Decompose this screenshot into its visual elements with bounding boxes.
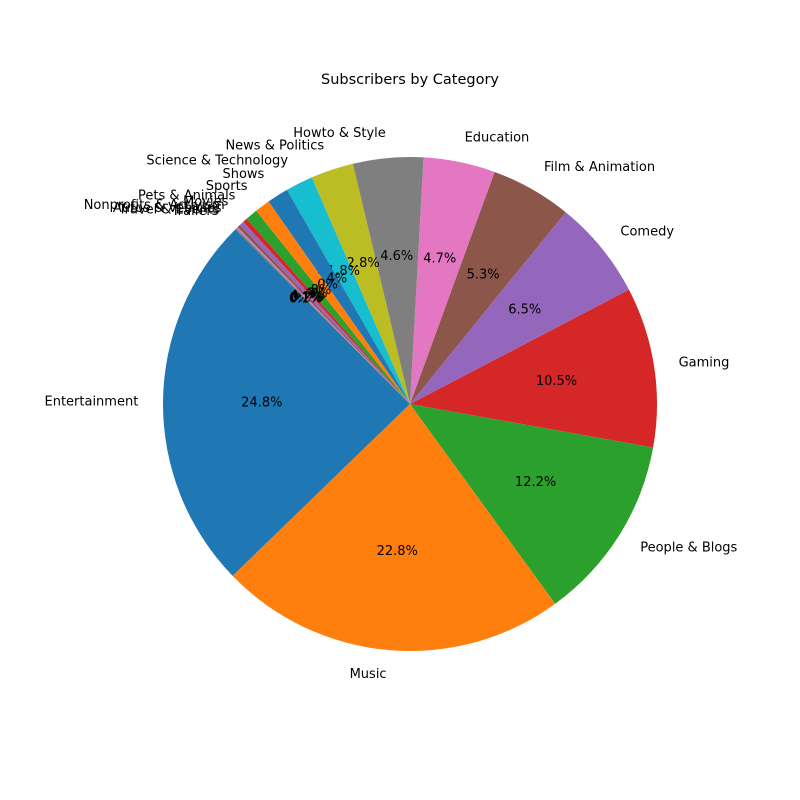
slice-label-music: Music — [350, 667, 387, 682]
slice-label-movies: Movies — [183, 194, 228, 209]
slice-comedy — [410, 212, 629, 404]
slice-movies — [243, 218, 410, 404]
slice-label-comedy: Comedy — [620, 225, 674, 240]
slice-howto-style — [352, 156, 424, 404]
slice-pct-people-blogs: 12.2% — [515, 475, 556, 490]
slice-pct-film-animation: 5.3% — [467, 268, 500, 283]
slice-pct-trailers: 0.1% — [289, 291, 322, 306]
slice-news-politics — [311, 163, 410, 404]
slice-label-nonprofits-activism: Nonprofits & Activism — [84, 198, 225, 213]
slice-sports — [256, 201, 410, 404]
slice-trailers — [235, 228, 410, 404]
slice-label-entertainment: Entertainment — [44, 394, 138, 409]
slice-label-science-technology: Science & Technology — [146, 154, 288, 169]
slice-label-travel-events: Travel & Events — [118, 203, 220, 218]
chart-title: Subscribers by Category — [321, 72, 499, 88]
slice-label-news-politics: News & Politics — [225, 139, 324, 154]
slice-pct-travel-events: 0.1% — [290, 291, 323, 306]
slice-label-gaming: Gaming — [679, 355, 730, 370]
slice-travel-events — [236, 227, 410, 404]
slice-label-shows: Shows — [222, 167, 264, 182]
slice-pct-comedy: 6.5% — [508, 303, 541, 318]
slice-label-pets-animals: Pets & Animals — [138, 188, 236, 203]
slice-nonprofits-activism — [239, 221, 410, 404]
slice-label-film-animation: Film & Animation — [544, 160, 655, 175]
slice-music — [232, 404, 556, 651]
slice-pct-news-politics: 2.8% — [347, 256, 380, 271]
slice-pct-gaming: 10.5% — [536, 374, 577, 389]
slice-film-animation — [410, 171, 566, 404]
slice-science-technology — [286, 177, 410, 404]
slice-pct-entertainment: 24.8% — [241, 395, 282, 410]
slice-label-howto-style: Howto & Style — [293, 126, 385, 141]
slice-entertainment — [162, 229, 410, 576]
slice-autos-vehicles — [237, 225, 410, 404]
slice-label-autos-vehicles: Autos & Vehicles — [113, 201, 222, 216]
slice-pct-music: 22.8% — [377, 544, 418, 559]
slice-shows — [268, 189, 410, 404]
slice-pct-howto-style: 4.6% — [380, 249, 413, 264]
slice-gaming — [410, 289, 658, 448]
slice-pct-autos-vehicles: 0.2% — [291, 290, 324, 305]
slice-label-trailers: Trailers — [171, 204, 219, 219]
slice-label-education: Education — [465, 130, 530, 145]
slice-pct-education: 4.7% — [423, 251, 456, 266]
slice-education — [410, 157, 495, 404]
slice-people-blogs — [410, 404, 654, 604]
slice-pets-animals — [246, 210, 410, 404]
slice-label-people-blogs: People & Blogs — [640, 541, 737, 556]
slice-label-sports: Sports — [206, 179, 248, 194]
